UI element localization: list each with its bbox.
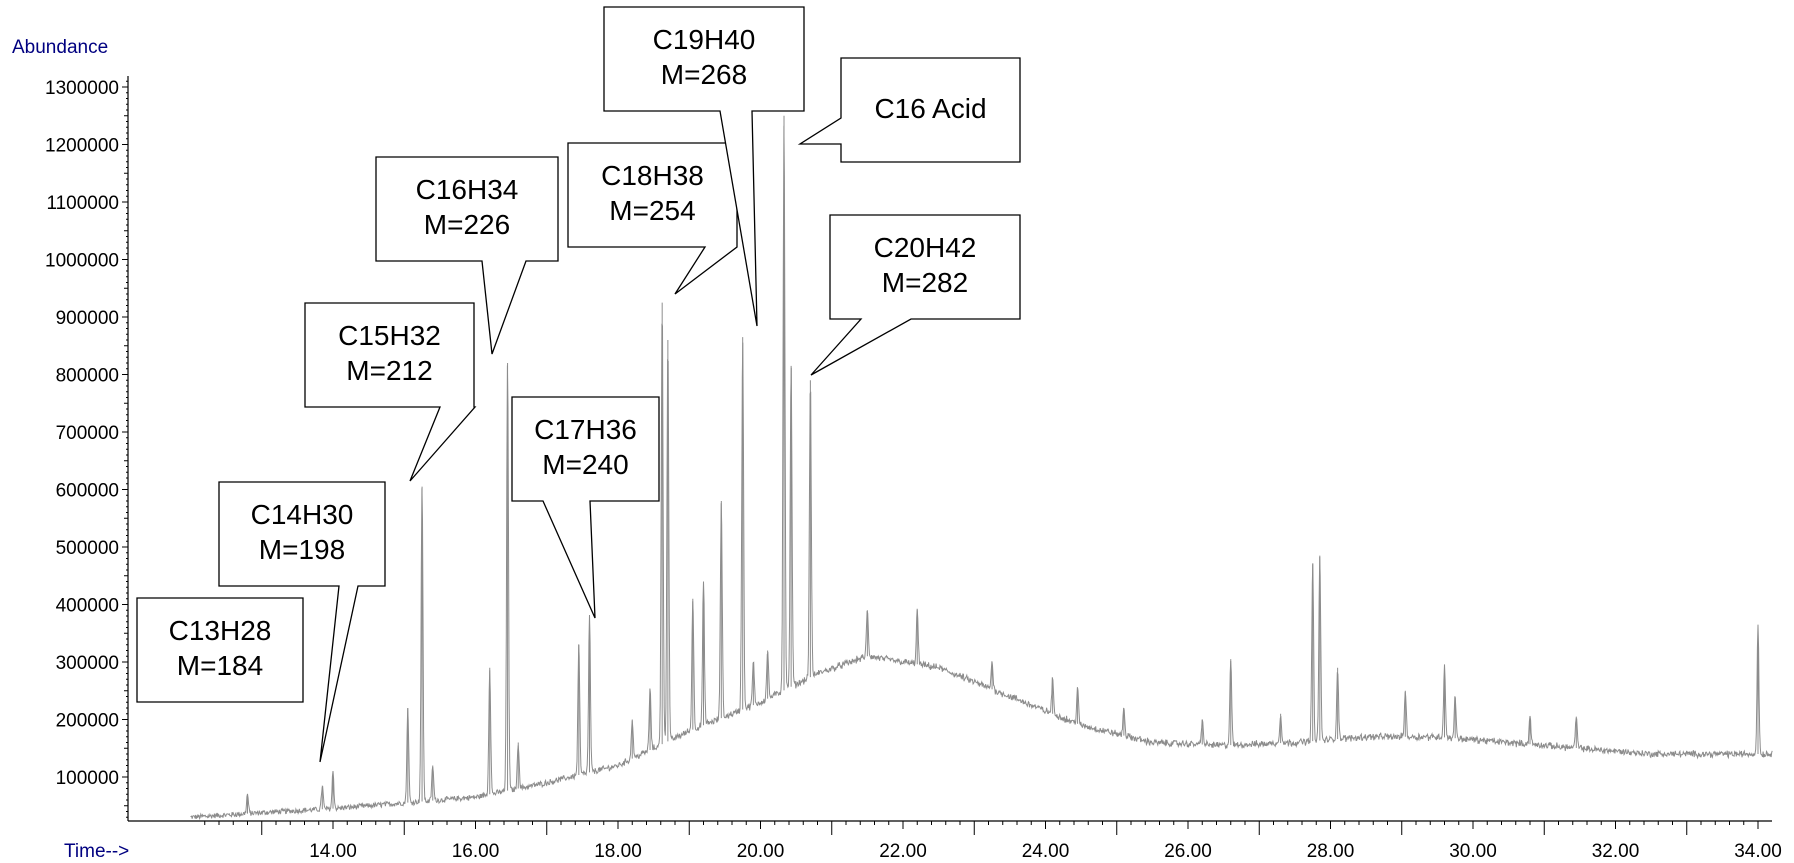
- x-tick-label: 18.00: [594, 841, 642, 862]
- callout-box: [603, 6, 805, 327]
- callout-mass: M=198: [259, 534, 345, 565]
- y-tick-label: 1200000: [45, 136, 119, 157]
- x-tick-label: 30.00: [1449, 841, 1497, 862]
- peak-callout: C14H30 M=198: [218, 481, 386, 763]
- callout-formula: C15H32: [338, 320, 441, 351]
- callout-formula: C18H38: [601, 160, 704, 191]
- callout-formula: C14H30: [251, 499, 354, 530]
- peak-callout: C15H32 M=212: [304, 302, 477, 482]
- x-tick-label: 16.00: [452, 841, 500, 862]
- callout-mass: M=226: [424, 209, 510, 240]
- callout-formula: C16 Acid: [874, 93, 986, 124]
- callout-formula: C19H40: [653, 24, 756, 55]
- callout-box: [810, 214, 1021, 376]
- y-tick-label: 1300000: [45, 78, 119, 99]
- callout-mass: M=184: [177, 650, 263, 681]
- x-tick-label: 34.00: [1734, 841, 1782, 862]
- peak-callout: C19H40 M=268: [603, 6, 805, 327]
- ticks: 100000 200000 300000 400000 500000 600000 7000…: [45, 78, 1782, 862]
- callout-box: [511, 396, 660, 619]
- callout-formula: C16H34: [416, 174, 519, 205]
- callout-mass: M=212: [346, 355, 432, 386]
- y-tick-label: 1000000: [45, 251, 119, 272]
- y-axis-title: Abundance: [12, 37, 108, 58]
- x-tick-label: 20.00: [737, 841, 785, 862]
- y-tick-label: 1100000: [46, 193, 119, 214]
- callout-mass: M=240: [542, 449, 628, 480]
- y-tick-label: 200000: [56, 711, 119, 732]
- y-tick-label: 600000: [56, 481, 119, 502]
- y-tick-label: 500000: [56, 538, 119, 559]
- x-tick-label: 32.00: [1592, 841, 1640, 862]
- y-tick-label: 900000: [56, 308, 119, 329]
- peak-callout: C16 Acid: [797, 57, 1021, 163]
- peak-callout: C20H42 M=282: [810, 214, 1021, 376]
- callout-box: [375, 156, 559, 355]
- peak-callouts: C13H28 M=184 C14H30 M=198 C15H32 M=212 C16H34 M…: [136, 6, 1021, 763]
- callout-mass: M=282: [882, 267, 968, 298]
- callout-box: [797, 57, 1021, 163]
- peak-callout: C18H38 M=254: [567, 142, 738, 295]
- callout-formula: C20H42: [874, 232, 977, 263]
- x-tick-label: 24.00: [1022, 841, 1070, 862]
- peak-callout: C16H34 M=226: [375, 156, 559, 355]
- axes: [127, 76, 1772, 822]
- signal-trace: [190, 115, 1773, 821]
- callout-formula: C13H28: [169, 615, 272, 646]
- peak-callout: C13H28 M=184: [136, 597, 304, 703]
- peak-callout: C17H36 M=240: [511, 396, 660, 619]
- callout-formula: C17H36: [534, 414, 637, 445]
- x-tick-label: 28.00: [1307, 841, 1355, 862]
- callout-box: [218, 481, 386, 763]
- x-tick-label: 26.00: [1164, 841, 1212, 862]
- y-tick-label: 700000: [56, 423, 119, 444]
- callout-mass: M=254: [609, 195, 695, 226]
- y-tick-label: 100000: [56, 768, 119, 789]
- y-tick-label: 800000: [56, 366, 119, 387]
- callout-box: [136, 597, 304, 703]
- callout-mass: M=268: [661, 59, 747, 90]
- x-tick-label: 14.00: [309, 841, 357, 862]
- y-tick-label: 300000: [56, 653, 119, 674]
- signal-line: [190, 125, 1773, 821]
- callout-box: [304, 302, 477, 482]
- x-axis-title: Time-->: [64, 841, 129, 862]
- y-tick-label: 400000: [56, 596, 119, 617]
- x-tick-label: 22.00: [879, 841, 927, 862]
